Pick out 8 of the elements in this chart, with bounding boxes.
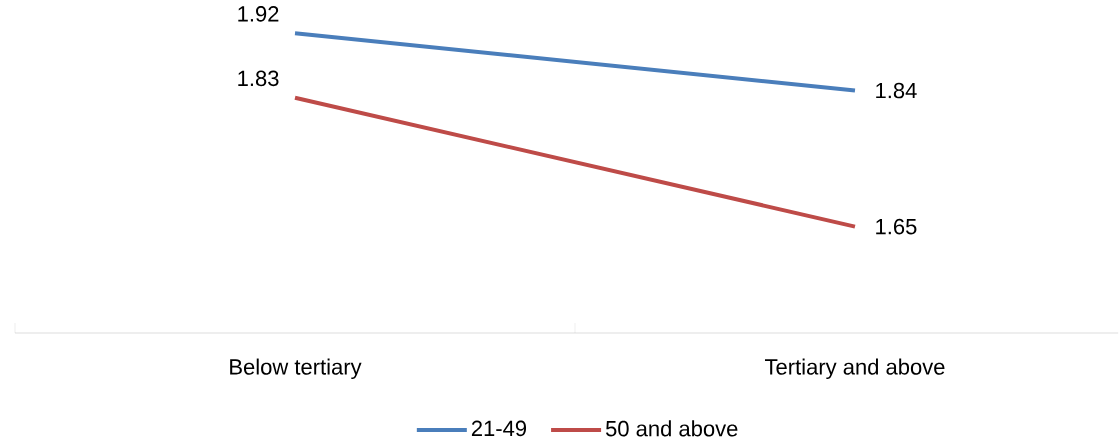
data-label: 1.84 xyxy=(876,82,917,99)
data-label: 1.83 xyxy=(238,70,279,87)
data-label: 1.92 xyxy=(238,6,279,22)
legend-label: 21-49 xyxy=(471,420,527,437)
x-tick-label: Below tertiary xyxy=(230,358,362,380)
legend-label: 50 and above xyxy=(605,420,738,437)
data-label: 1.65 xyxy=(876,218,917,235)
x-tick-label: Tertiary and above xyxy=(764,358,945,380)
